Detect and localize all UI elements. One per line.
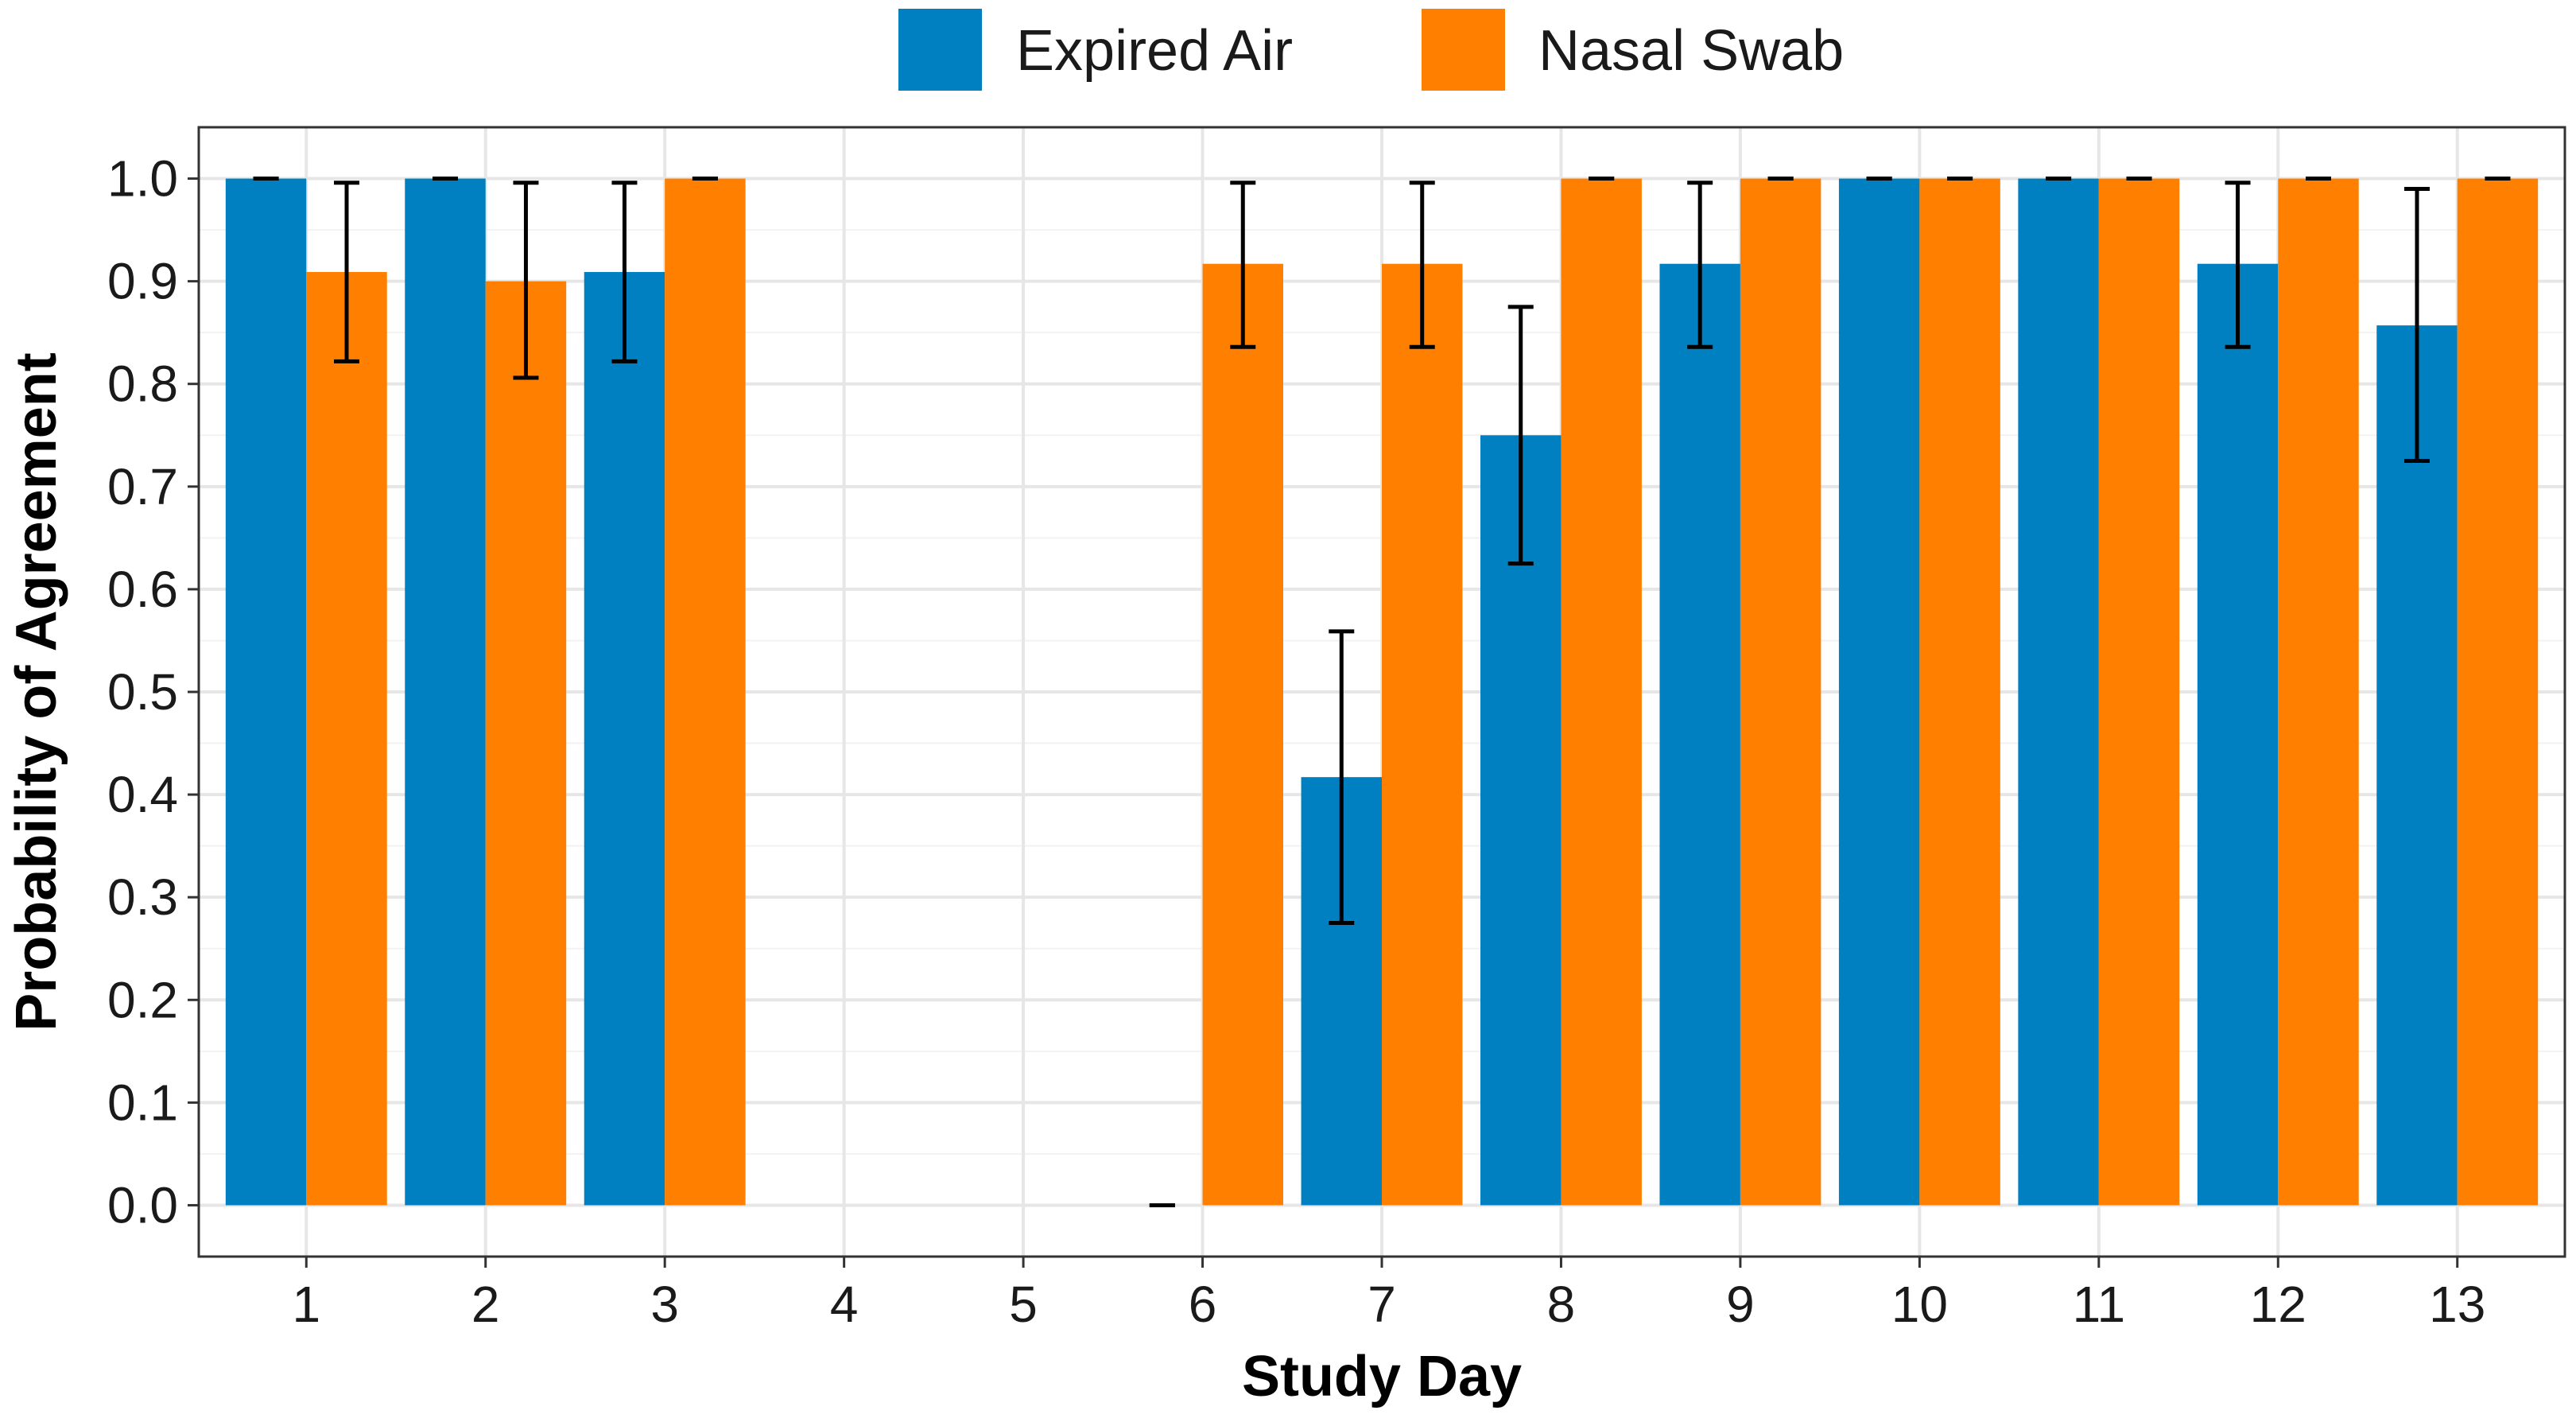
bar-expired-air-day-11 [2018, 178, 2099, 1206]
bar-nasal-swab-day-7 [1382, 263, 1463, 1206]
error-bars [253, 177, 2511, 1207]
y-tick-label: 1.0 [107, 150, 178, 208]
bar-nasal-swab-day-6 [1202, 263, 1283, 1206]
x-tick-label: 4 [830, 1276, 859, 1333]
bar-expired-air-day-3 [584, 272, 665, 1206]
x-tick-label: 12 [2250, 1276, 2306, 1333]
y-tick-label: 0.7 [107, 458, 178, 515]
y-tick-label: 0.3 [107, 868, 178, 926]
bar-expired-air-day-13 [2376, 325, 2458, 1206]
y-tick-label: 0.2 [107, 971, 178, 1028]
y-tick-label: 0.6 [107, 561, 178, 618]
y-tick-label: 0.5 [107, 663, 178, 721]
x-tick-label: 3 [650, 1276, 679, 1333]
y-tick-label: 0.1 [107, 1074, 178, 1131]
x-tick-label: 10 [1891, 1276, 1948, 1333]
legend: Expired Air Nasal Swab [898, 9, 1844, 91]
legend-label: Expired Air [1016, 19, 1293, 83]
bar-nasal-swab-day-3 [665, 178, 746, 1206]
legend-label: Nasal Swab [1538, 19, 1844, 83]
bar-nasal-swab-day-10 [1919, 178, 2000, 1206]
x-tick-label: 6 [1189, 1276, 1217, 1333]
bars [225, 178, 2539, 1206]
x-tick-label: 1 [292, 1276, 320, 1333]
bar-nasal-swab-day-12 [2278, 178, 2359, 1206]
y-tick-label: 0.0 [107, 1176, 178, 1234]
x-axis-title: Study Day [1242, 1345, 1522, 1408]
bar-expired-air-day-1 [225, 178, 307, 1206]
x-tick-label: 8 [1547, 1276, 1576, 1333]
y-tick-label: 0.8 [107, 356, 178, 413]
bar-expired-air-day-2 [405, 178, 486, 1206]
bar-nasal-swab-day-1 [306, 272, 387, 1206]
bar-expired-air-day-12 [2197, 263, 2279, 1206]
y-tick-label: 0.9 [107, 253, 178, 310]
legend-key-expired-air [898, 9, 982, 91]
bar-expired-air-day-10 [1838, 178, 1920, 1206]
y-tick-label: 0.4 [107, 766, 178, 823]
y-axis-title: Probability of Agreement [5, 352, 68, 1031]
bar-nasal-swab-day-8 [1561, 178, 1642, 1206]
legend-key-nasal-swab [1422, 9, 1505, 91]
bar-nasal-swab-day-11 [2098, 178, 2180, 1206]
x-tick-label: 9 [1726, 1276, 1755, 1333]
bar-nasal-swab-day-9 [1740, 178, 1821, 1206]
x-tick-label: 11 [2073, 1276, 2125, 1333]
axes: 0.00.10.20.30.40.50.60.70.80.91.01 2 3 4 5 6 7… [107, 150, 2485, 1333]
bar-nasal-swab-day-2 [485, 281, 567, 1206]
x-tick-label: 2 [471, 1276, 500, 1333]
x-tick-label: 13 [2429, 1276, 2485, 1333]
bar-nasal-swab-day-13 [2457, 178, 2539, 1206]
x-tick-label: 7 [1368, 1276, 1396, 1333]
x-tick-label: 5 [1009, 1276, 1038, 1333]
bar-expired-air-day-9 [1659, 263, 1740, 1206]
